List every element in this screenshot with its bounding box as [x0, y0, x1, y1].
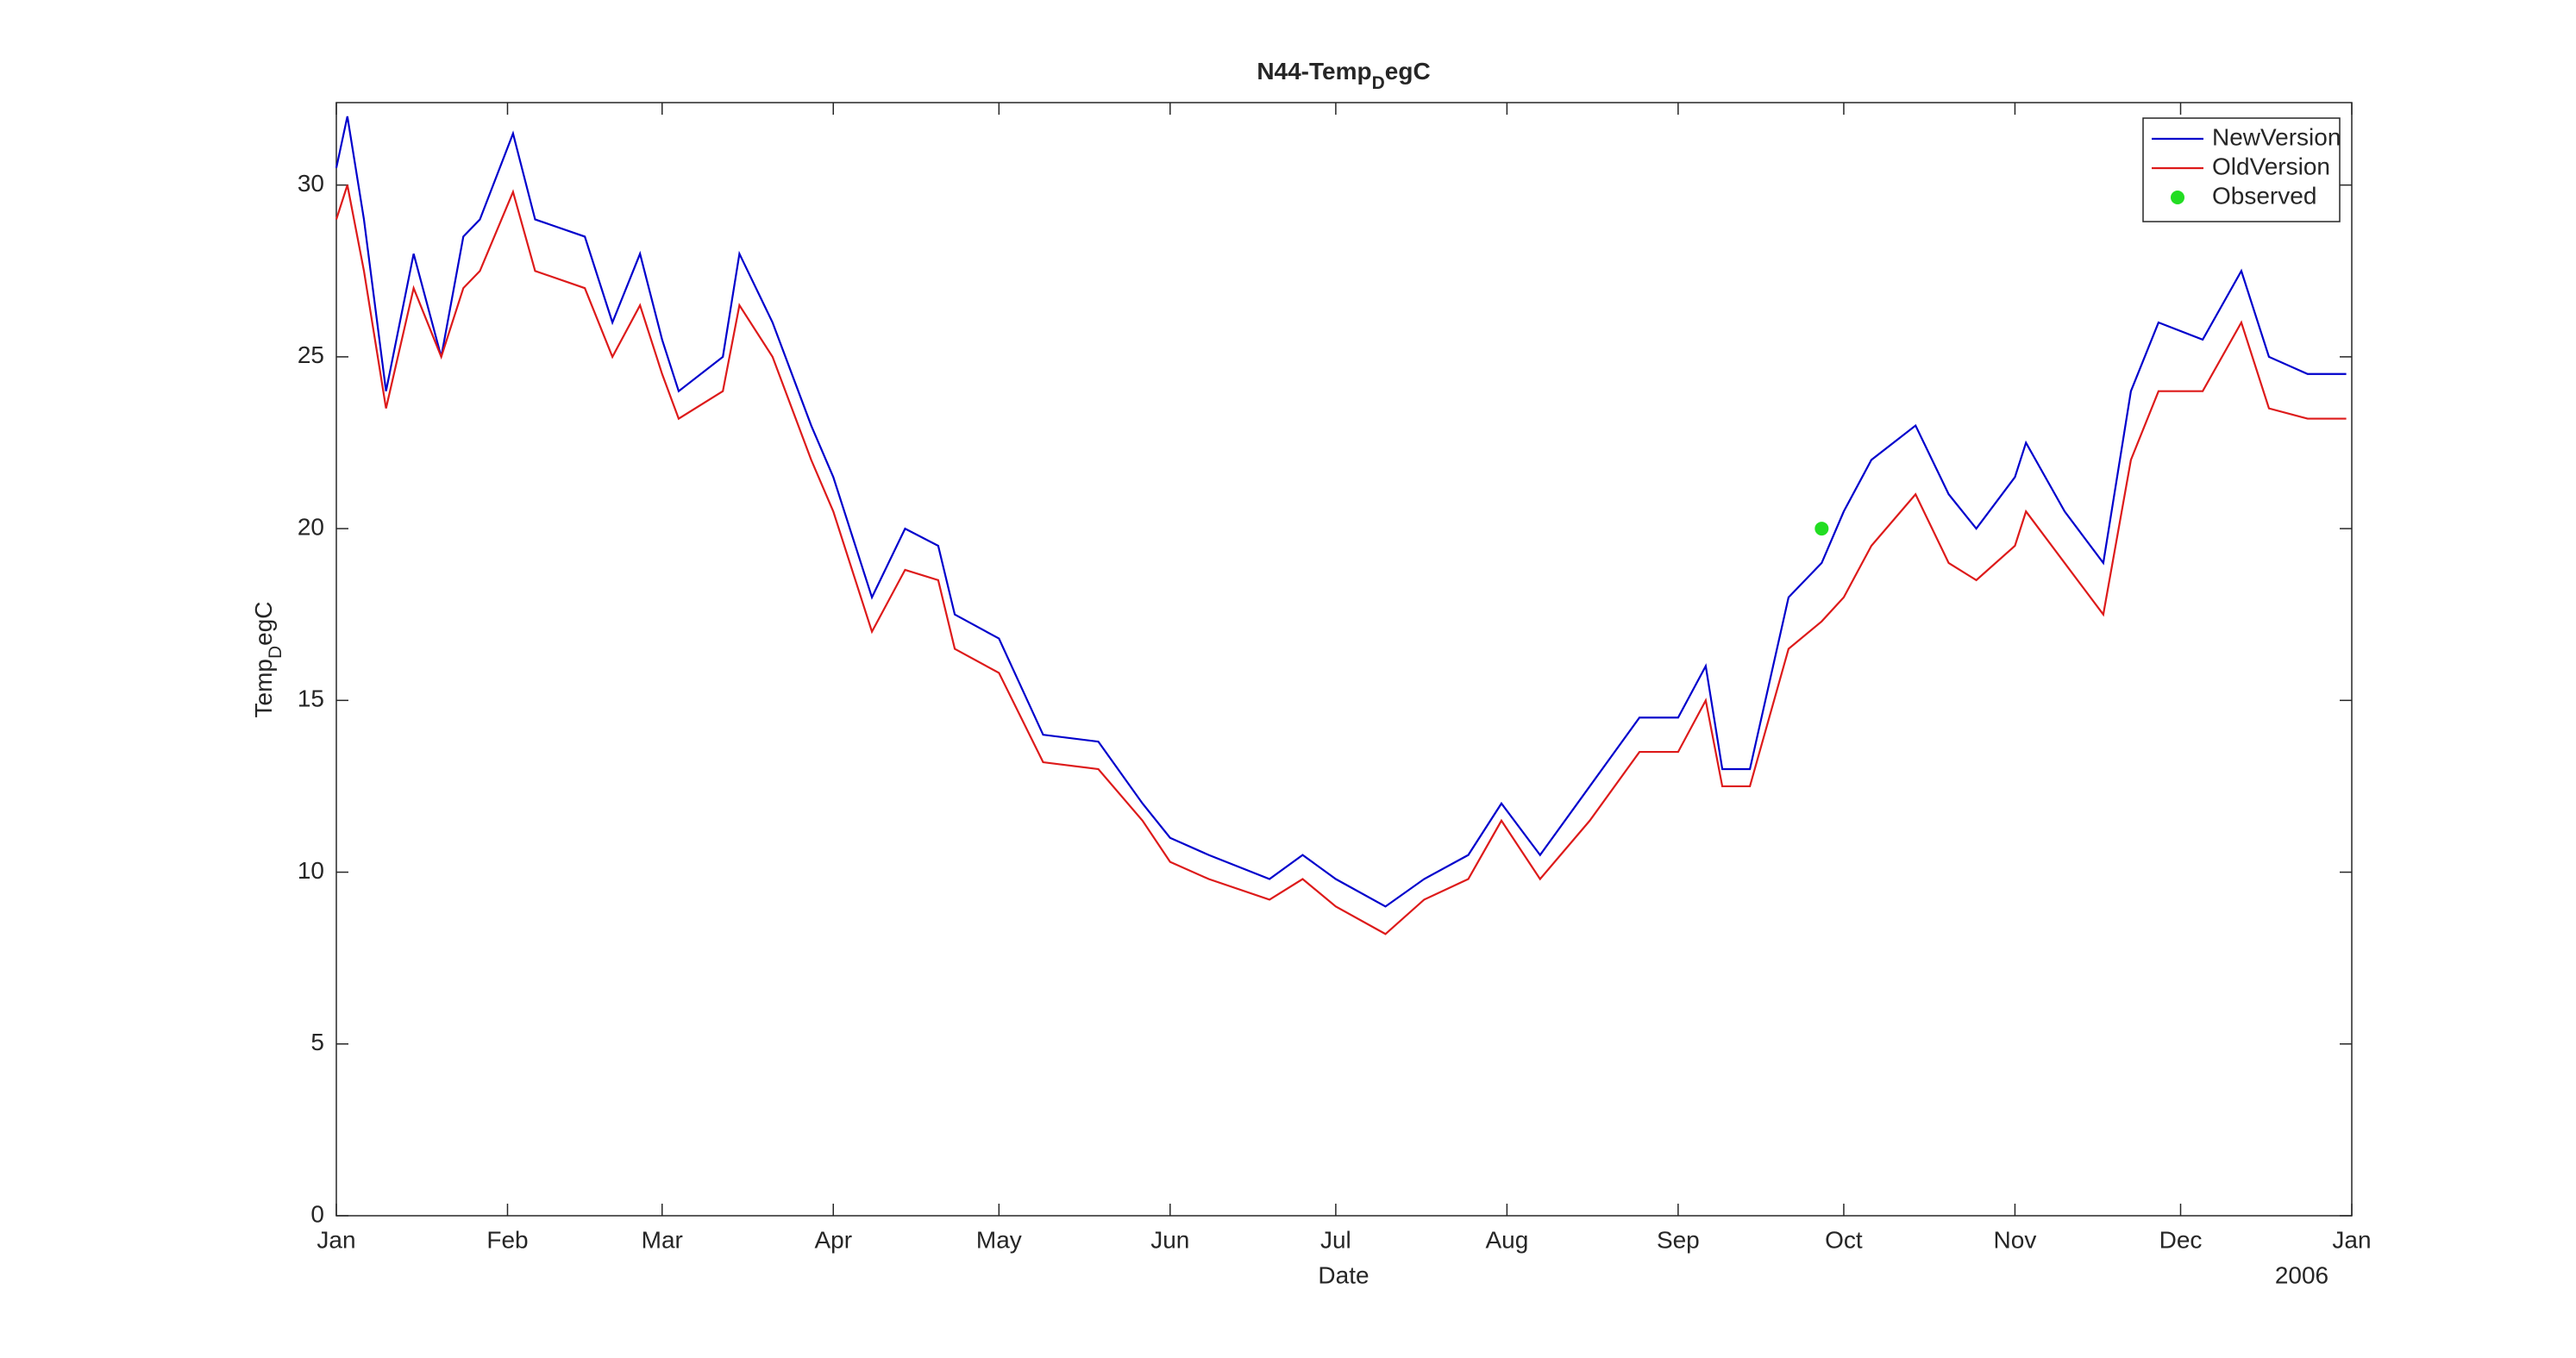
x-tick-label: Jan — [2332, 1226, 2371, 1253]
y-tick-label: 30 — [298, 170, 324, 197]
title-sub: D — [1372, 73, 1385, 93]
x-axis-label: Date — [1318, 1261, 1369, 1288]
plot-area — [335, 102, 2353, 1217]
x-tick-label: Apr — [814, 1226, 852, 1253]
legend-label: Observed — [2212, 182, 2316, 209]
legend-box — [2142, 117, 2341, 222]
x-tick-label: Jan — [317, 1226, 355, 1253]
legend-label: NewVersion — [2212, 123, 2341, 150]
year-annotation: 2006 — [2275, 1261, 2328, 1288]
y-tick-label: 25 — [298, 341, 324, 368]
y-tick-label: 15 — [298, 685, 324, 712]
x-tick-label: Jun — [1150, 1226, 1189, 1253]
y-tick-label: 0 — [310, 1200, 324, 1227]
x-tick-label: Dec — [2159, 1226, 2203, 1253]
ylabel-sub: D — [266, 646, 285, 659]
x-tick-label: Sep — [1657, 1226, 1700, 1253]
y-tick-label: 5 — [310, 1029, 324, 1055]
y-axis-label: TempDegC — [250, 601, 285, 717]
x-tick-label: Aug — [1485, 1226, 1528, 1253]
observed-point — [1814, 522, 1829, 536]
x-tick-label: Jul — [1320, 1226, 1351, 1253]
y-tick-label: 10 — [298, 857, 324, 884]
series-line — [335, 185, 2347, 936]
x-tick-label: Oct — [1825, 1226, 1863, 1253]
ylabel-part: egC — [250, 601, 277, 645]
x-tick-label: May — [976, 1226, 1022, 1253]
chart-title: N44-TempDegC — [1257, 58, 1430, 92]
x-tick-label: Nov — [1994, 1226, 2037, 1253]
x-tick-label: Feb — [486, 1226, 528, 1253]
x-tick-label: Mar — [642, 1226, 683, 1253]
legend-label: OldVersion — [2212, 153, 2330, 179]
title-part: N44-Temp — [1257, 58, 1371, 84]
series-line — [335, 116, 2347, 908]
y-tick-label: 20 — [298, 513, 324, 540]
title-part: egC — [1385, 58, 1431, 84]
legend-swatch — [2171, 191, 2184, 204]
ylabel-part: Temp — [250, 659, 277, 717]
